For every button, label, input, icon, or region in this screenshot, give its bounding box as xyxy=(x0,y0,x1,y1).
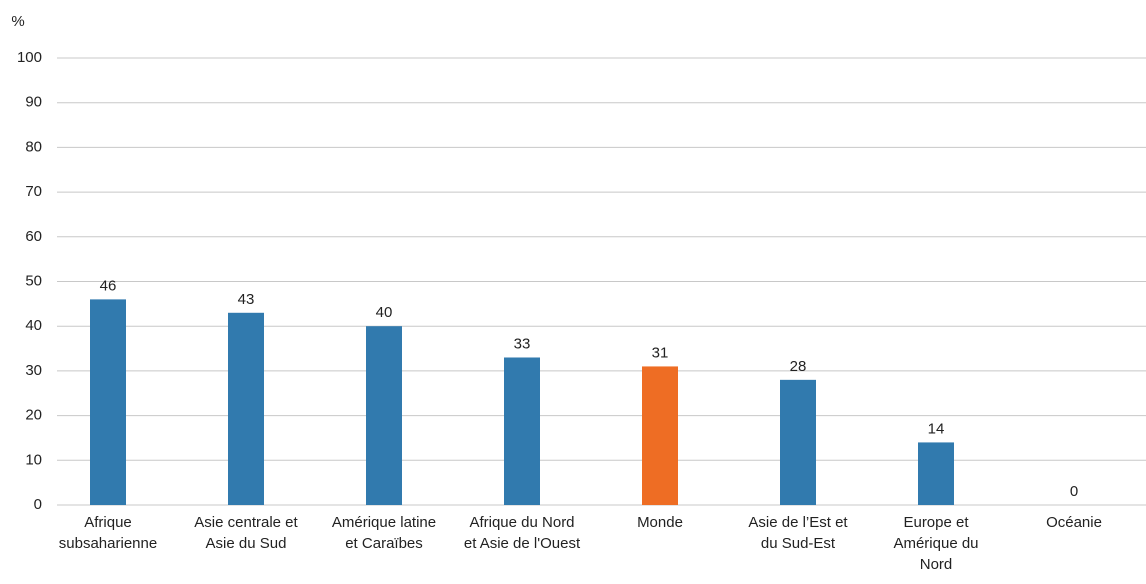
y-tick-label: 30 xyxy=(25,362,42,379)
y-tick-label: 100 xyxy=(17,49,42,66)
y-tick-label: 90 xyxy=(25,94,42,111)
bar xyxy=(90,299,126,505)
value-label: 43 xyxy=(238,291,255,308)
y-tick-label: 80 xyxy=(25,138,42,155)
y-tick-label: 40 xyxy=(25,317,42,334)
value-label: 40 xyxy=(376,304,393,321)
x-tick-label: Monde xyxy=(637,514,683,531)
x-tick-label: Amérique latine et Caraïbes xyxy=(331,514,437,552)
x-tick-label: Europe et Amérique du Nord xyxy=(893,514,979,573)
y-axis-label: % xyxy=(11,13,24,30)
x-tick-label: Océanie xyxy=(1046,514,1102,531)
x-tick-label: Afrique du Nord et Asie de l'Ouest xyxy=(463,514,581,552)
bar xyxy=(366,326,402,505)
bar xyxy=(228,312,264,505)
x-tick-label: Asie centrale et Asie du Sud xyxy=(194,514,298,552)
y-tick-label: 10 xyxy=(25,451,42,468)
value-label: 31 xyxy=(652,344,669,361)
value-label: 28 xyxy=(790,358,807,375)
value-label: 46 xyxy=(100,277,117,294)
y-tick-label: 50 xyxy=(25,272,42,289)
value-label: 0 xyxy=(1070,483,1078,500)
value-label: 33 xyxy=(514,335,531,352)
bar xyxy=(642,366,678,505)
y-tick-label: 20 xyxy=(25,407,42,424)
x-tick-label: Asie de l’Est et du Sud-Est xyxy=(748,514,848,552)
y-tick-label: 0 xyxy=(34,496,42,513)
bar xyxy=(780,379,816,505)
bar xyxy=(504,357,540,505)
value-label: 14 xyxy=(928,420,945,437)
y-tick-label: 60 xyxy=(25,228,42,245)
x-tick-label: Afrique subsaharienne xyxy=(58,514,158,552)
bar xyxy=(918,442,954,505)
y-tick-label: 70 xyxy=(25,183,42,200)
